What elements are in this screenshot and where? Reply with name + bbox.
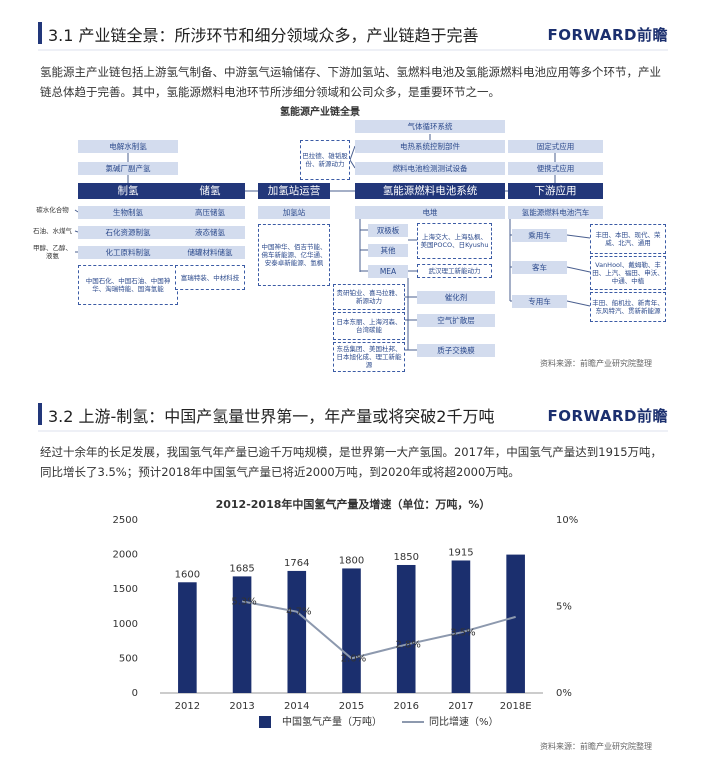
y2-tick-label: 5%: [556, 602, 572, 613]
node: 其他: [368, 244, 408, 257]
node: 化工原料制氢: [78, 246, 178, 259]
company-box: 丰田、本田、现代、荣威、北汽、通用: [590, 224, 666, 254]
node: 便携式应用: [508, 162, 603, 175]
data-label: 3.5%: [450, 627, 475, 638]
node: 燃料电池检测测试设备: [355, 162, 505, 175]
source: 资料来源：前瞻产业研究院整理: [540, 359, 652, 368]
node: MEA: [368, 265, 408, 278]
node: 下游应用: [508, 183, 603, 199]
company-box: 巴拉德、雄韬股份、新源动力: [300, 140, 350, 180]
node: 催化剂: [417, 291, 495, 304]
y2-tick-label: 10%: [556, 515, 578, 526]
company-box: 贵研铂业、喜马拉雅、新源动力: [333, 284, 405, 310]
node: 空气扩散层: [417, 314, 495, 327]
input-label: 甲醇、乙醇、液氨: [33, 244, 72, 260]
company-box: 东岳集团、美国杜邦、日本旭化成、理工新能源: [333, 342, 405, 372]
data-label: 4.7%: [286, 607, 311, 618]
company-box: VanHool、戴姆勒、丰田、上汽、福田、申沃、中通、中植: [590, 256, 666, 290]
node: 电堆: [355, 206, 505, 219]
x-tick-label: 2012: [175, 701, 200, 712]
bar: [451, 560, 471, 693]
data-label: 5.3%: [231, 596, 256, 607]
x-tick-label: 2018E: [500, 701, 532, 712]
x-tick-label: 2016: [393, 701, 418, 712]
bar: [506, 554, 525, 693]
data-label: 1685: [229, 563, 254, 574]
node: 氢能源燃料电池汽车: [508, 206, 603, 219]
y2-tick-label: 0%: [556, 688, 572, 699]
y-tick-label: 1500: [113, 584, 138, 595]
node: 液态储氢: [175, 226, 245, 239]
data-label: 2.0%: [341, 653, 366, 664]
paragraph: 经过十余年的长足发展，我国氢气年产量已逾千万吨规模，是世界第一大产氢国。2017…: [40, 445, 663, 479]
node: 氯碱厂副产氢: [78, 162, 178, 175]
chart-title: 2012-2018年中国氢气产量及增速（单位：万吨，%）: [216, 497, 491, 511]
connectors: [74, 134, 591, 351]
company-box: 上海交大、上海弘枫、美国POCO、日Kyushu: [417, 223, 492, 259]
node: 客车: [512, 261, 567, 274]
section-title: 3.1 产业链全景：所涉环节和细分领域众多，产业链趋于完善: [48, 26, 479, 45]
company-box: 富瑞特装、中材科技: [175, 265, 245, 290]
node: 高压储氢: [175, 206, 245, 219]
x-tick-label: 2014: [284, 701, 309, 712]
section-bar: [38, 22, 42, 44]
company-box: 日本东丽、上海河森、台湾碳能: [333, 312, 405, 340]
node: 生物制氢: [78, 206, 178, 219]
node: 加氢站运营: [258, 183, 330, 199]
bar: [396, 564, 416, 693]
y-tick-label: 0: [132, 688, 138, 699]
node: 储罐材料储氢: [175, 246, 245, 259]
diagram-title: 氢能源产业链全景: [280, 107, 360, 118]
node: 电解水制氢: [78, 140, 178, 153]
legend-label: 中国氢气产量（万吨）: [282, 715, 382, 728]
logo: FORWARD前瞻: [547, 26, 668, 44]
source: 资料来源：前瞻产业研究院整理: [540, 742, 652, 751]
section-title: 3.2 上游-制氢：中国产氢量世界第一，年产量或将突破2千万吨: [48, 407, 495, 426]
node: 乘用车: [512, 229, 567, 242]
node: 气体循环系统: [355, 120, 505, 133]
bar: [232, 576, 252, 693]
node: 石化资源制氢: [78, 226, 178, 239]
node: 双极板: [368, 224, 408, 237]
input-label: 碳水化合物: [36, 206, 69, 214]
data-label: 1915: [448, 547, 473, 558]
company-box: 中国石化、中国石油、中国神华、淘瑞特能、国海氢能: [78, 265, 178, 305]
y-tick-label: 2000: [113, 550, 138, 561]
node: 氢能源燃料电池系统: [355, 183, 505, 199]
data-label: 1850: [393, 552, 418, 563]
node: 加氢站: [258, 206, 330, 219]
line: [241, 600, 516, 660]
data-label: 1600: [175, 569, 200, 580]
legend-swatch: [259, 716, 271, 728]
data-label: 2.8%: [396, 640, 421, 651]
x-tick-label: 2015: [339, 701, 364, 712]
data-label: 1800: [339, 555, 364, 566]
company-box: 武汉理工新能动力: [417, 264, 492, 278]
node: 制氢: [78, 183, 178, 199]
y-tick-label: 2500: [113, 515, 138, 526]
node: 固定式应用: [508, 140, 603, 153]
company-box: 中国神华、佰吉节能、佛车新能源、亿华通、安泰卓新能源、氢枫: [258, 224, 330, 286]
node: 质子交换膜: [417, 344, 495, 357]
legend-label: 同比增速（%）: [429, 715, 499, 728]
input-label: 石油、水煤气: [33, 227, 72, 235]
y-tick-label: 500: [119, 653, 138, 664]
bar: [178, 582, 197, 693]
node: 专用车: [512, 295, 567, 308]
paragraph: 氢能源主产业链包括上游氢气制备、中游氢气运输储存、下游加氢站、氢燃料电池及氢能源…: [40, 65, 661, 99]
bar: [287, 570, 307, 693]
bar: [342, 568, 361, 693]
node: 储氢: [175, 183, 245, 199]
company-box: 丰田、船机拉、新青年、东风特汽、贯新新能源: [590, 292, 666, 322]
y-tick-label: 1000: [113, 619, 138, 630]
node: 电热系统控制部件: [355, 140, 505, 153]
section-bar: [38, 403, 42, 425]
data-label: 1764: [284, 558, 309, 569]
x-tick-label: 2013: [229, 701, 254, 712]
x-tick-label: 2017: [448, 701, 473, 712]
logo: FORWARD前瞻: [547, 407, 668, 425]
